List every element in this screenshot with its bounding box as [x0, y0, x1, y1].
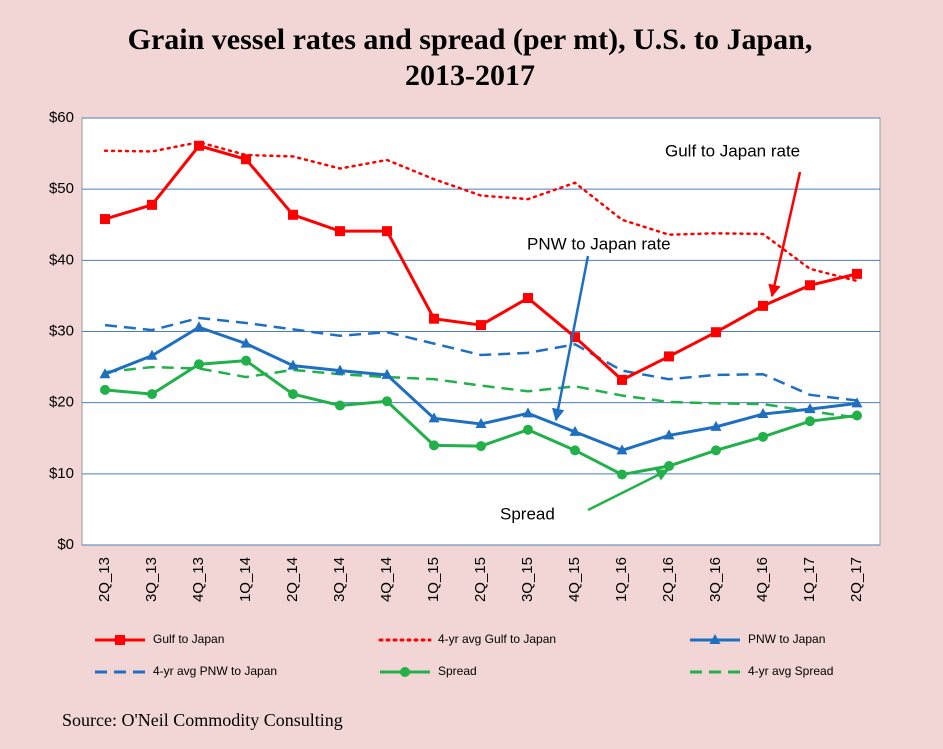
marker: [288, 209, 298, 220]
marker: [193, 321, 205, 332]
marker: [335, 400, 345, 411]
marker: [335, 226, 345, 237]
marker: [569, 425, 581, 436]
marker: [429, 313, 439, 324]
marker: [382, 396, 392, 407]
marker: [146, 349, 158, 360]
marker: [100, 214, 110, 225]
x-tick-label: 1Q_16: [613, 557, 630, 602]
marker: [476, 320, 486, 331]
annotation-arrow: [768, 171, 802, 298]
marker: [147, 199, 157, 210]
legend-label: 4-yr avg PNW to Japan: [153, 664, 277, 678]
marker: [523, 293, 533, 304]
marker: [522, 407, 534, 418]
legend-label: 4-yr avg Spread: [748, 664, 833, 678]
marker: [757, 408, 769, 419]
annotation-arrow: [587, 468, 670, 512]
marker: [852, 410, 862, 421]
marker: [240, 337, 252, 348]
x-tick-label: 3Q_14: [331, 557, 348, 602]
marker: [288, 389, 298, 400]
x-tick-label: 3Q_16: [707, 557, 724, 602]
x-tick-label: 3Q_15: [519, 557, 536, 602]
legend-label: Gulf to Japan: [153, 632, 224, 646]
x-tick-label: 1Q_14: [237, 557, 254, 602]
y-tick-label: $0: [57, 536, 74, 553]
annotation: PNW to Japan rate: [527, 234, 671, 253]
x-tick-label: 4Q_14: [378, 557, 395, 602]
marker: [194, 359, 204, 370]
marker: [617, 374, 627, 385]
marker: [664, 461, 674, 472]
marker: [334, 364, 346, 375]
x-tick-label: 1Q_17: [801, 557, 818, 602]
legend-label: 4-yr avg Gulf to Japan: [438, 632, 556, 646]
marker: [100, 384, 110, 395]
annotation: Spread: [500, 504, 555, 523]
marker: [805, 416, 815, 427]
marker: [400, 667, 410, 677]
marker: [570, 332, 580, 343]
marker: [711, 445, 721, 456]
marker: [475, 418, 487, 429]
x-tick-label: 1Q_15: [425, 557, 442, 602]
x-tick-label: 4Q_15: [566, 557, 583, 602]
x-tick-label: 2Q_16: [660, 557, 677, 602]
series-line: [103, 140, 859, 283]
y-tick-label: $30: [49, 322, 74, 339]
marker: [758, 300, 768, 311]
marker: [476, 441, 486, 452]
y-tick-label: $50: [49, 180, 74, 197]
marker: [570, 445, 580, 456]
marker: [664, 351, 674, 362]
marker: [710, 420, 722, 431]
marker: [805, 280, 815, 291]
marker: [523, 424, 533, 435]
marker: [616, 444, 628, 455]
marker: [428, 412, 440, 423]
series-line: [104, 316, 858, 402]
x-tick-label: 2Q_17: [848, 557, 865, 602]
marker: [147, 389, 157, 400]
x-tick-label: 3Q_13: [143, 557, 160, 602]
x-tick-label: 2Q_14: [284, 557, 301, 602]
marker: [617, 469, 627, 480]
x-tick-label: 2Q_13: [96, 557, 113, 602]
marker: [804, 403, 816, 414]
x-tick-label: 2Q_15: [472, 557, 489, 602]
marker: [241, 154, 251, 165]
x-tick-label: 4Q_16: [754, 557, 771, 602]
marker: [382, 226, 392, 237]
marker: [287, 359, 299, 370]
series-line: [104, 365, 858, 419]
marker: [115, 635, 125, 645]
marker: [663, 429, 675, 440]
annotation: Gulf to Japan rate: [665, 141, 800, 160]
legend-label: Spread: [438, 664, 477, 678]
annotation-arrow: [552, 255, 590, 422]
y-tick-label: $40: [49, 251, 74, 268]
marker: [711, 327, 721, 338]
y-tick-label: $10: [49, 465, 74, 482]
y-tick-label: $20: [49, 394, 74, 411]
x-tick-label: 4Q_13: [190, 557, 207, 602]
source: Source: O'Neil Commodity Consulting: [62, 710, 343, 730]
marker: [758, 431, 768, 442]
marker: [99, 368, 111, 379]
marker: [429, 440, 439, 451]
marker: [709, 634, 721, 644]
legend-label: PNW to Japan: [748, 632, 825, 646]
y-tick-label: $60: [49, 109, 74, 126]
chart-title: Grain vessel rates and spread (per mt), …: [127, 23, 813, 92]
marker: [852, 268, 862, 279]
marker: [194, 140, 204, 151]
marker: [241, 355, 251, 366]
marker: [851, 397, 863, 408]
marker: [381, 368, 393, 379]
